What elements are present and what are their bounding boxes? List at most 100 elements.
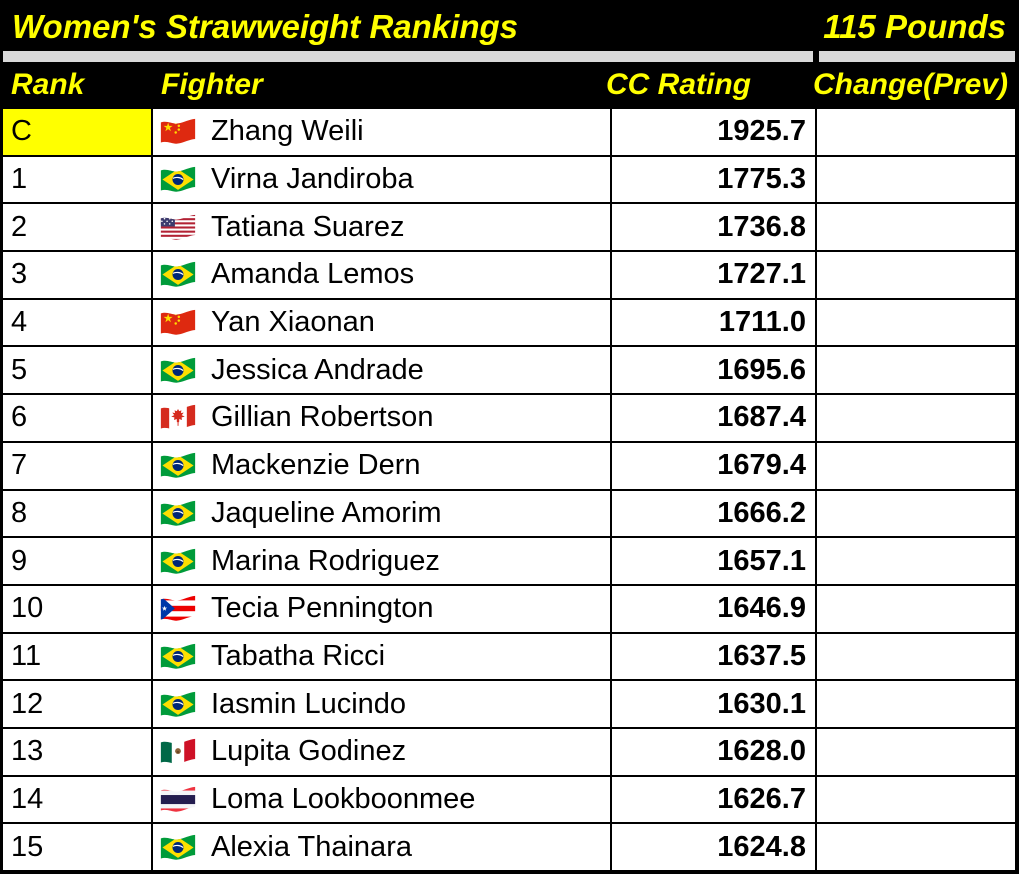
rating-value: 1626.7 xyxy=(717,782,806,815)
page-title: Women's Strawweight Rankings xyxy=(12,7,518,45)
rating-cell: 1727.1 xyxy=(612,252,817,298)
fighter-cell: Virna Jandiroba xyxy=(153,156,612,203)
fighter-cell: Jaqueline Amorim xyxy=(153,490,612,537)
flag-puerto-rico-icon xyxy=(159,595,197,622)
weight-class-label: 115 Pounds xyxy=(823,7,1006,45)
rating-value: 1727.1 xyxy=(717,258,806,291)
rank-value: 11 xyxy=(11,639,42,672)
flag-china-icon xyxy=(159,309,197,336)
flag-brazil-icon xyxy=(159,357,197,384)
fighter-cell: Marina Rodriguez xyxy=(153,538,612,584)
rating-value: 1775.3 xyxy=(717,163,806,196)
rating-value: 1666.2 xyxy=(717,496,806,529)
table-row: 14 Loma Lookboonmee 1626.7 xyxy=(3,774,1015,823)
table-row: 3 Amanda Lemos 1727.1 xyxy=(3,250,1015,298)
rating-cell: 1925.7 xyxy=(612,109,817,155)
rank-cell: 14 xyxy=(3,776,153,823)
flag-brazil-icon xyxy=(159,548,197,575)
change-cell xyxy=(817,109,1015,155)
change-cell xyxy=(817,586,1015,632)
rank-value: 2 xyxy=(11,210,28,243)
change-column-header: Change(Prev) xyxy=(812,68,1008,101)
rating-value: 1624.8 xyxy=(717,830,806,863)
table-row: 10 Tecia Pennington 1646.9 xyxy=(3,583,1015,632)
fighter-name: Tabatha Ricci xyxy=(211,639,386,672)
flag-china-icon xyxy=(159,118,197,145)
fighter-cell: Zhang Weili xyxy=(153,109,612,155)
change-cell xyxy=(817,538,1015,584)
change-cell xyxy=(817,777,1015,823)
separator-bar xyxy=(3,50,1015,63)
change-cell xyxy=(817,491,1015,537)
table-row: 1 Virna Jandiroba 1775.3 xyxy=(3,154,1015,203)
rank-value: C xyxy=(11,115,32,148)
fighter-name: Marina Rodriguez xyxy=(211,544,440,577)
flag-usa-icon xyxy=(159,214,197,241)
rating-value: 1657.1 xyxy=(717,544,806,577)
separator-right-segment xyxy=(819,51,1015,62)
rating-value: 1628.0 xyxy=(717,735,806,768)
fighter-name: Virna Jandiroba xyxy=(211,163,414,196)
change-cell xyxy=(817,443,1015,489)
rank-cell: 9 xyxy=(3,538,153,584)
rating-cell: 1666.2 xyxy=(612,490,817,537)
flag-brazil-icon xyxy=(159,261,197,288)
fighter-cell: Tecia Pennington xyxy=(153,585,612,632)
fighter-name: Jaqueline Amorim xyxy=(211,496,442,529)
rating-cell: 1695.6 xyxy=(612,347,817,394)
rating-cell: 1624.8 xyxy=(612,824,817,870)
rating-cell: 1775.3 xyxy=(612,156,817,203)
fighter-cell: Yan Xiaonan xyxy=(153,299,612,346)
fighter-cell: Amanda Lemos xyxy=(153,252,612,298)
rank-column-header: Rank xyxy=(11,68,85,101)
change-cell xyxy=(817,252,1015,298)
table-row: 2 Tatiana Suarez 1736.8 xyxy=(3,202,1015,251)
flag-brazil-icon xyxy=(159,500,197,527)
rank-value: 13 xyxy=(11,735,44,768)
fighter-cell: Gillian Robertson xyxy=(153,395,612,441)
fighter-name: Alexia Thainara xyxy=(211,830,412,863)
rank-cell: 13 xyxy=(3,728,153,775)
rating-cell: 1736.8 xyxy=(612,204,817,251)
fighter-column-header: Fighter xyxy=(161,68,263,101)
rank-value: 14 xyxy=(11,782,44,815)
change-cell xyxy=(817,347,1015,393)
change-cell xyxy=(817,204,1015,250)
rank-value: 6 xyxy=(11,401,28,434)
fighter-cell: Iasmin Lucindo xyxy=(153,681,612,727)
table-row: 11 Tabatha Ricci 1637.5 xyxy=(3,631,1015,680)
table-row: 4 Yan Xiaonan 1711.0 xyxy=(3,297,1015,346)
rank-cell: 1 xyxy=(3,156,153,203)
rating-value: 1711.0 xyxy=(718,306,806,339)
rank-value: 9 xyxy=(11,544,28,577)
fighter-cell: Tatiana Suarez xyxy=(153,204,612,251)
rating-value: 1630.1 xyxy=(717,687,806,720)
flag-brazil-icon xyxy=(159,691,197,718)
fighter-cell: Lupita Godinez xyxy=(153,728,612,775)
change-cell xyxy=(817,824,1015,870)
change-cell xyxy=(817,300,1015,346)
fighter-name: Tatiana Suarez xyxy=(211,210,405,243)
rating-cell: 1679.4 xyxy=(612,442,817,489)
fighter-name: Zhang Weili xyxy=(211,115,364,148)
rank-cell: 10 xyxy=(3,585,153,632)
title-bar: Women's Strawweight Rankings 115 Pounds xyxy=(3,3,1015,50)
flag-brazil-icon xyxy=(159,643,197,670)
rank-cell: 6 xyxy=(3,395,153,441)
fighter-name: Lupita Godinez xyxy=(211,735,407,768)
table-row: 15 Alexia Thainara 1624.8 xyxy=(3,822,1015,870)
fighter-name: Gillian Robertson xyxy=(211,401,434,434)
rank-cell: 12 xyxy=(3,681,153,727)
rank-value: 3 xyxy=(11,258,28,291)
flag-brazil-icon xyxy=(159,452,197,479)
rank-value: 4 xyxy=(11,306,28,339)
rating-value: 1925.7 xyxy=(717,115,806,148)
fighter-cell: Jessica Andrade xyxy=(153,347,612,394)
rank-value: 5 xyxy=(11,353,28,386)
rating-value: 1695.6 xyxy=(717,353,806,386)
rating-cell: 1646.9 xyxy=(612,585,817,632)
rating-column-header: CC Rating xyxy=(606,68,751,101)
rank-cell: 7 xyxy=(3,442,153,489)
table-row: 6 Gillian Robertson 1687.4 xyxy=(3,393,1015,441)
